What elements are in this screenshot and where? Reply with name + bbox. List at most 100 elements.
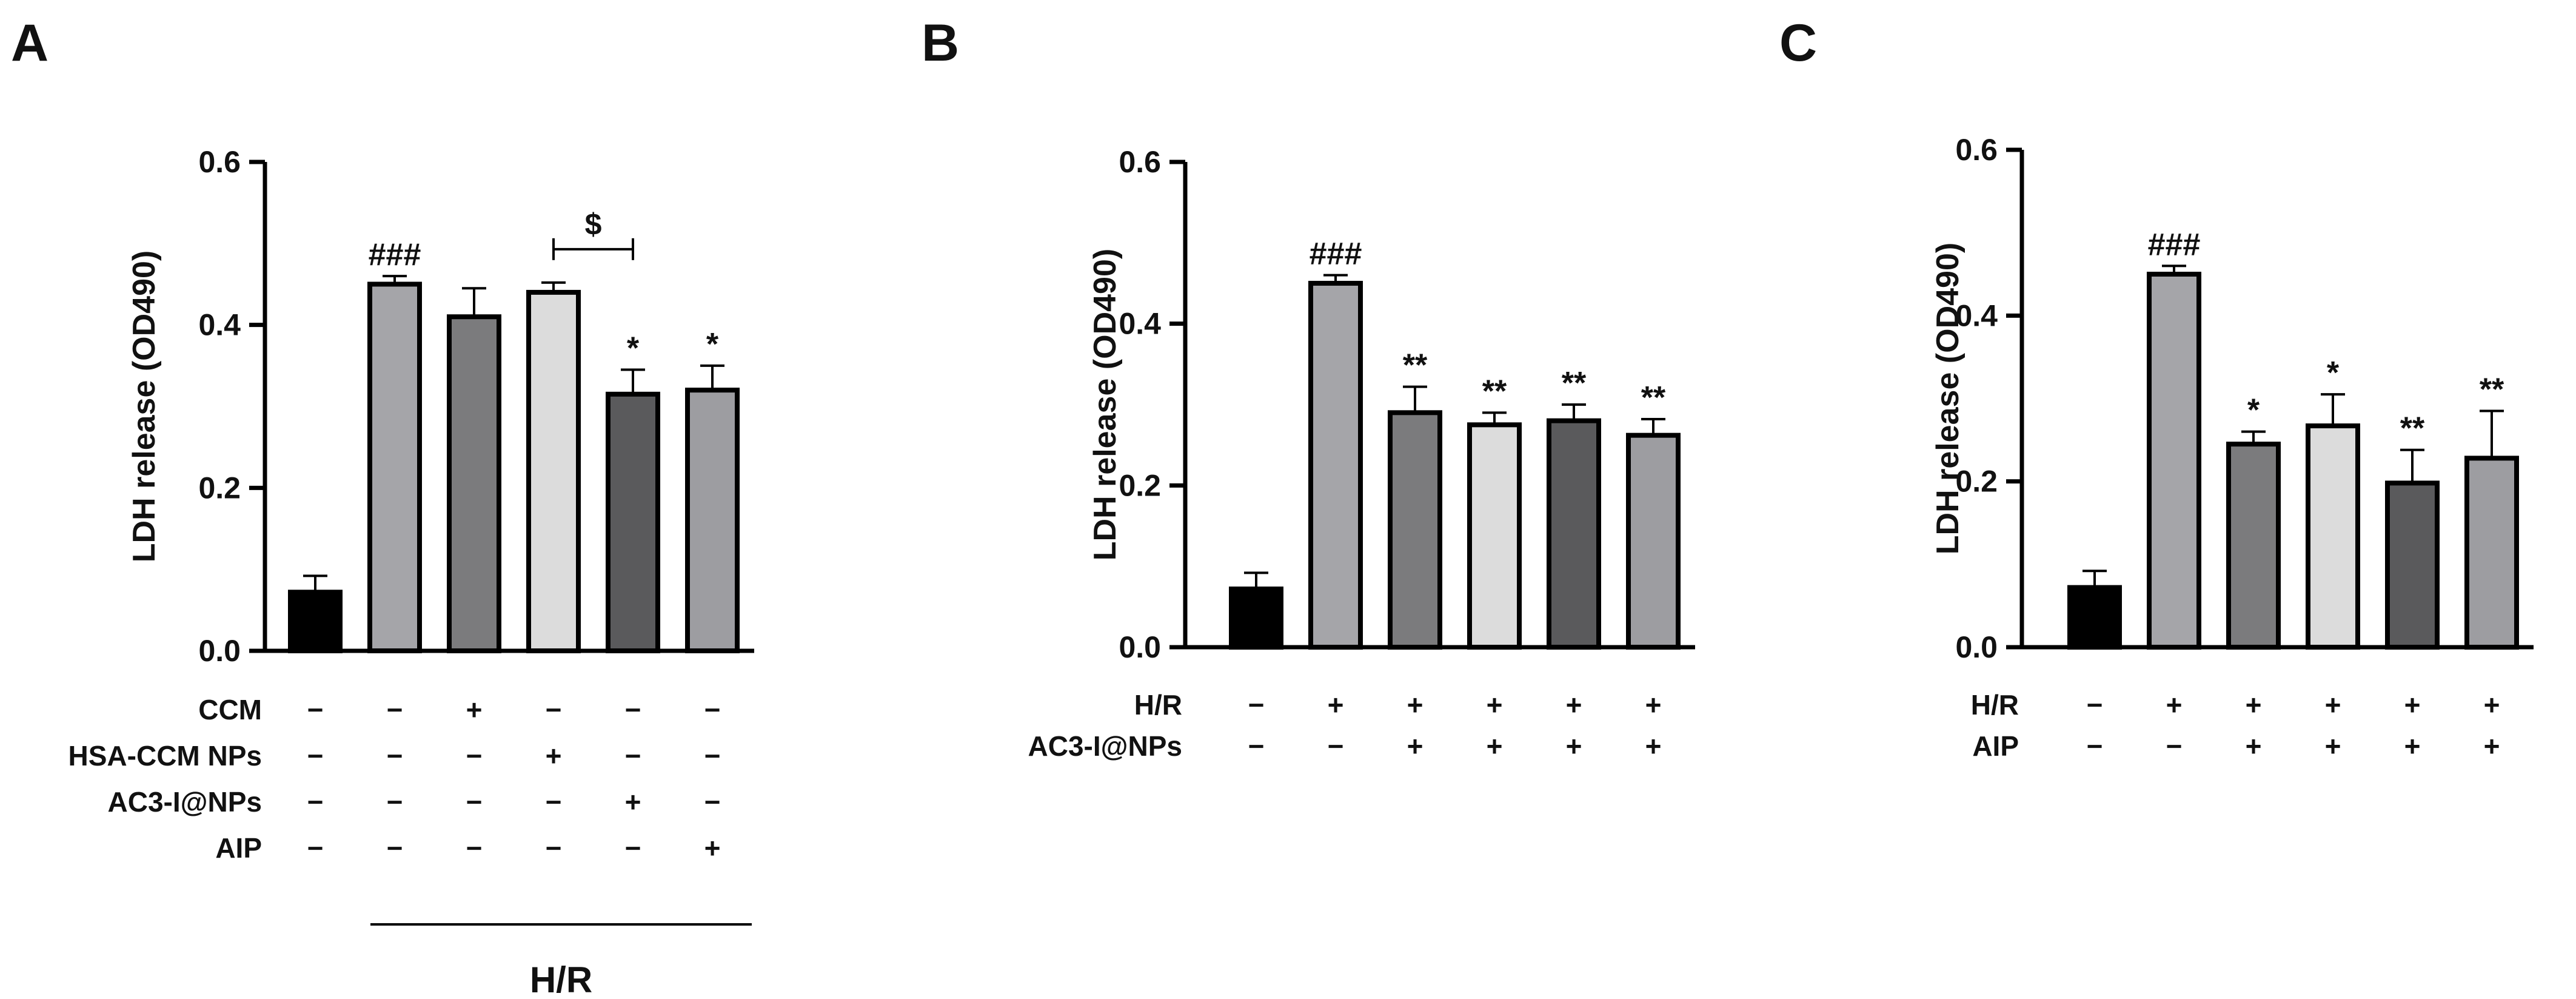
significance-mark-a-5: * <box>706 327 719 362</box>
condition-sign-a-1-5: − <box>704 740 721 772</box>
condition-sign-b-0-2: + <box>1407 689 1423 721</box>
panel-letter-a: A <box>11 14 49 72</box>
bar-c-0 <box>2067 585 2122 650</box>
panel-letter-c: C <box>1779 14 1817 72</box>
condition-sign-a-2-4: + <box>625 786 641 818</box>
condition-sign-b-0-0: − <box>1248 689 1265 721</box>
y-tick-label-a-0: 0.0 <box>198 634 241 668</box>
y-tick-label-c-1: 0.2 <box>1955 465 1998 499</box>
condition-sign-c-0-1: + <box>2166 689 2183 721</box>
condition-sign-b-1-5: + <box>1645 730 1662 762</box>
bar-b-2 <box>1388 410 1442 650</box>
bracket-label-a: $ <box>585 207 602 241</box>
significance-mark-c-2: * <box>2247 393 2260 428</box>
condition-sign-b-0-1: + <box>1328 689 1344 721</box>
y-axis-title-a: LDH release (OD490) <box>127 251 162 562</box>
bar-b-4 <box>1547 418 1601 650</box>
y-tick-label-a-3: 0.6 <box>198 145 241 179</box>
condition-sign-a-0-0: − <box>307 694 324 725</box>
bar-c-2 <box>2226 442 2281 650</box>
bar-b-5 <box>1626 432 1681 650</box>
condition-sign-a-2-1: − <box>387 786 403 818</box>
condition-sign-c-0-4: + <box>2404 689 2421 721</box>
bar-a-0 <box>288 590 343 654</box>
condition-label-a-0: CCM <box>198 694 262 725</box>
condition-label-a-1: HSA-CCM NPs <box>69 740 262 772</box>
condition-label-a-2: AC3-I@NPs <box>108 786 262 818</box>
condition-sign-c-1-3: + <box>2325 730 2341 762</box>
y-tick-label-a-2: 0.4 <box>198 308 241 342</box>
condition-sign-a-0-3: − <box>546 694 562 725</box>
panel-letter-b: B <box>922 14 959 72</box>
condition-sign-a-2-3: − <box>546 786 562 818</box>
bar-a-3 <box>526 289 581 653</box>
bar-a-1 <box>367 281 422 653</box>
bar-c-4 <box>2385 480 2440 650</box>
condition-sign-c-1-2: + <box>2246 730 2262 762</box>
condition-sign-a-3-3: − <box>546 832 562 864</box>
significance-mark-b-3: ** <box>1482 374 1507 409</box>
y-tick-label-c-2: 0.4 <box>1955 298 1998 332</box>
bar-c-3 <box>2306 423 2360 650</box>
bar-b-1 <box>1308 281 1363 650</box>
significance-mark-b-4: ** <box>1562 366 1587 401</box>
condition-sign-a-0-1: − <box>387 694 403 725</box>
significance-mark-c-3: * <box>2327 355 2340 391</box>
condition-sign-a-1-3: + <box>546 740 562 772</box>
significance-mark-a-1: ### <box>369 237 421 272</box>
condition-sign-c-0-3: + <box>2325 689 2341 721</box>
y-tick-label-b-1: 0.2 <box>1119 468 1161 502</box>
group-label-a: H/R <box>530 960 592 999</box>
bar-c-5 <box>2464 456 2519 650</box>
y-tick-label-c-0: 0.0 <box>1955 630 1998 664</box>
condition-sign-a-0-4: − <box>625 694 641 725</box>
condition-sign-a-3-1: − <box>387 832 403 864</box>
condition-label-c-0: H/R <box>1971 689 2019 721</box>
significance-mark-c-5: ** <box>2480 372 2504 408</box>
condition-sign-a-1-4: − <box>625 740 641 772</box>
significance-mark-c-4: ** <box>2400 411 2425 446</box>
condition-sign-a-1-0: − <box>307 740 324 772</box>
condition-sign-b-1-4: + <box>1566 730 1582 762</box>
condition-sign-c-1-5: + <box>2484 730 2500 762</box>
significance-mark-a-4: * <box>627 331 640 366</box>
condition-sign-b-1-3: + <box>1487 730 1503 762</box>
condition-sign-c-0-0: − <box>2087 689 2103 721</box>
condition-sign-a-2-0: − <box>307 786 324 818</box>
condition-sign-b-1-2: + <box>1407 730 1423 762</box>
condition-sign-a-1-2: − <box>466 740 483 772</box>
y-tick-label-c-3: 0.6 <box>1955 133 1998 167</box>
y-axis-title-c: LDH release (OD490) <box>1930 243 1965 554</box>
y-tick-label-b-2: 0.4 <box>1119 307 1161 341</box>
y-tick-label-b-3: 0.6 <box>1119 145 1161 179</box>
condition-sign-b-0-5: + <box>1645 689 1662 721</box>
significance-mark-c-1: ### <box>2148 227 2201 262</box>
condition-sign-a-3-0: − <box>307 832 324 864</box>
significance-mark-b-1: ### <box>1310 237 1362 272</box>
bar-c-1 <box>2147 272 2201 650</box>
condition-sign-c-0-2: + <box>2246 689 2262 721</box>
condition-sign-c-1-4: + <box>2404 730 2421 762</box>
condition-sign-a-0-5: − <box>704 694 721 725</box>
condition-sign-a-0-2: + <box>466 694 483 725</box>
condition-sign-b-0-4: + <box>1566 689 1582 721</box>
bar-a-5 <box>685 388 740 654</box>
condition-sign-b-1-1: − <box>1328 730 1344 762</box>
condition-sign-b-1-0: − <box>1248 730 1265 762</box>
significance-mark-b-5: ** <box>1641 380 1666 415</box>
condition-sign-a-3-2: − <box>466 832 483 864</box>
condition-sign-a-2-2: − <box>466 786 483 818</box>
condition-label-c-1: AIP <box>1972 730 2019 762</box>
bar-b-0 <box>1229 587 1283 650</box>
bar-a-4 <box>606 391 660 653</box>
condition-sign-a-3-4: − <box>625 832 641 864</box>
condition-sign-b-0-3: + <box>1487 689 1503 721</box>
y-tick-label-a-1: 0.2 <box>198 471 241 505</box>
condition-sign-c-1-0: − <box>2087 730 2103 762</box>
condition-sign-a-2-5: − <box>704 786 721 818</box>
bar-b-3 <box>1467 422 1522 650</box>
condition-label-b-1: AC3-I@NPs <box>1028 730 1182 762</box>
condition-sign-a-3-5: + <box>704 832 721 864</box>
condition-sign-c-0-5: + <box>2484 689 2500 721</box>
